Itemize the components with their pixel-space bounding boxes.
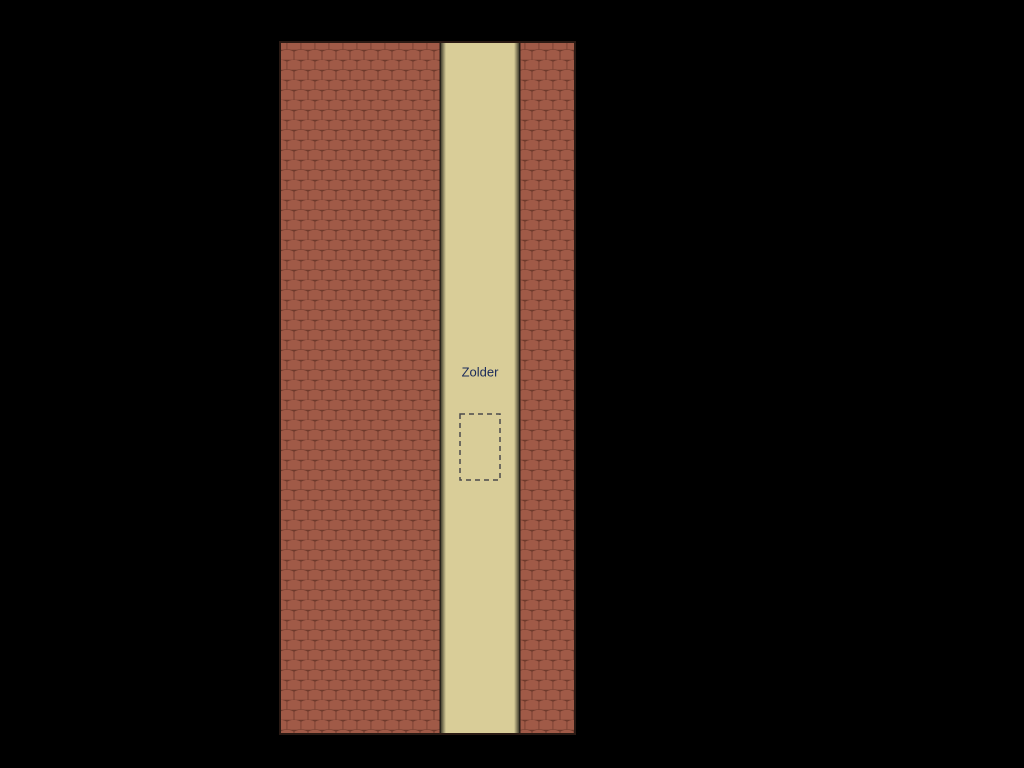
- dimension-label-width: 1.50 m: [462, 6, 499, 20]
- attic-floor: [440, 42, 520, 734]
- dimension-label-height: 11.51 m: [890, 367, 904, 409]
- shadow-right: [514, 42, 520, 734]
- room-label-zolder: Zolder: [462, 365, 499, 380]
- roof-panel-right: [520, 42, 575, 734]
- roof-panel-left: [280, 42, 440, 734]
- floor-plan-canvas: [0, 0, 1024, 768]
- shadow-left: [440, 42, 446, 734]
